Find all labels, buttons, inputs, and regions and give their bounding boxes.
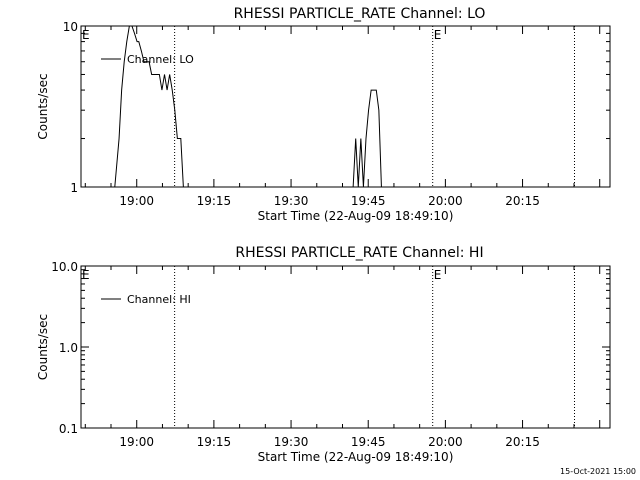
x-tick-label: 19:30 <box>274 435 309 449</box>
x-axis-label: Start Time (22-Aug-09 18:49:10) <box>258 450 454 464</box>
lo-channel-panel: RHESSI PARTICLE_RATE Channel: LO Counts/s… <box>36 6 611 223</box>
axes-frame <box>80 25 611 188</box>
y-tick-label: 1.0 <box>59 341 78 355</box>
lo-channel-trace-flare-2 <box>352 89 384 188</box>
x-tick-label: 19:00 <box>119 435 154 449</box>
chart-title: RHESSI PARTICLE_RATE Channel: LO <box>234 6 486 22</box>
start-event-marker: E <box>82 268 90 282</box>
x-tick-label: 20:15 <box>505 435 540 449</box>
x-tick-label: 19:15 <box>197 194 232 208</box>
x-tick-label: 19:45 <box>351 435 386 449</box>
chart-title: RHESSI PARTICLE_RATE Channel: HI <box>235 245 483 261</box>
y-axis-label: Counts/sec <box>36 73 50 139</box>
legend-label: Channel: HI <box>127 293 191 306</box>
event-marker-label: E <box>434 268 442 282</box>
lo-channel-trace-flare-1 <box>114 25 189 188</box>
x-tick-label: 20:00 <box>428 435 463 449</box>
event-marker-label: E <box>434 28 442 42</box>
x-tick-label: 19:30 <box>274 194 309 208</box>
axes-frame <box>80 265 611 429</box>
hi-channel-panel: RHESSI PARTICLE_RATE Channel: HI Counts/s… <box>36 245 611 464</box>
start-event-marker: E <box>82 28 90 42</box>
x-tick-label: 20:15 <box>505 194 540 208</box>
y-axis-label: Counts/sec <box>36 314 50 380</box>
x-tick-label: 19:00 <box>119 194 154 208</box>
x-tick-label: 19:45 <box>351 194 386 208</box>
y-tick-label: 0.1 <box>59 422 78 436</box>
x-tick-label: 19:15 <box>197 435 232 449</box>
x-axis-label: Start Time (22-Aug-09 18:49:10) <box>258 209 454 223</box>
y-tick-label: 10.0 <box>51 260 78 274</box>
y-tick-label: 1 <box>70 181 78 195</box>
y-tick-label: 10 <box>63 20 78 34</box>
x-tick-label: 20:00 <box>428 194 463 208</box>
legend-label: Channel: LO <box>127 53 194 66</box>
generation-timestamp: 15-Oct-2021 15:00 <box>560 467 636 476</box>
